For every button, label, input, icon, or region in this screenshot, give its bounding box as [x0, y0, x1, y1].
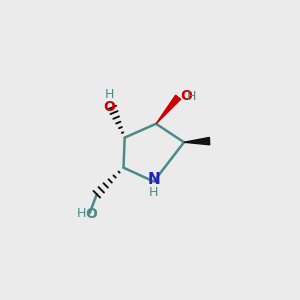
Text: H: H [105, 88, 114, 101]
Text: O: O [86, 207, 98, 221]
Text: O: O [103, 100, 116, 114]
Text: N: N [147, 172, 160, 187]
Text: H: H [149, 186, 158, 199]
Text: H: H [76, 207, 86, 220]
Polygon shape [184, 137, 210, 145]
Polygon shape [156, 95, 181, 124]
Text: H: H [187, 90, 196, 103]
Text: O: O [181, 89, 192, 103]
